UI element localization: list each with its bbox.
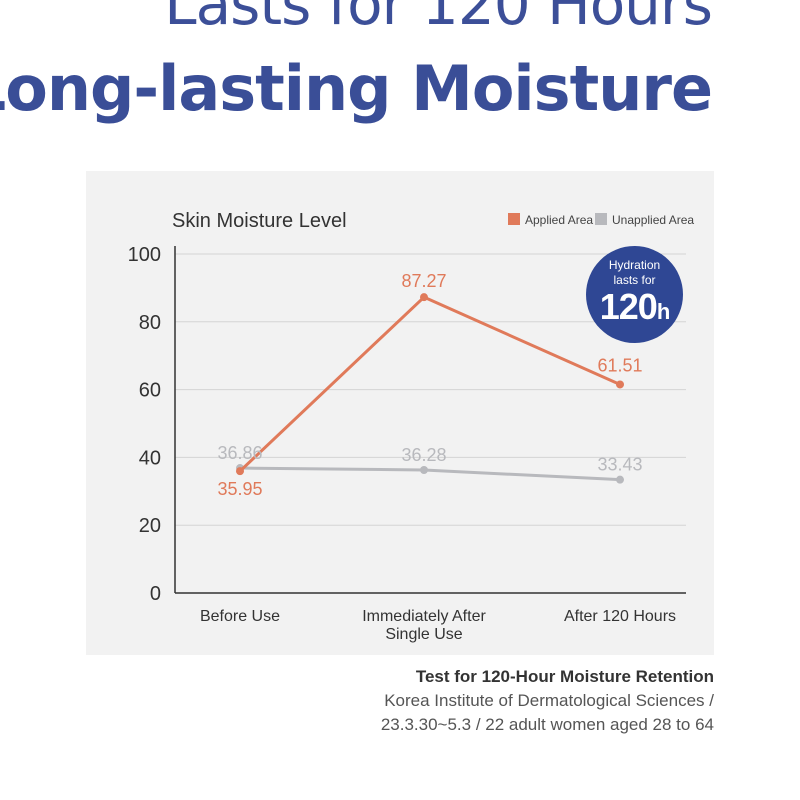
headline-main: Long-lasting Moisture bbox=[0, 52, 713, 125]
series bbox=[236, 293, 624, 484]
footnote-source: Korea Institute of Dermatological Scienc… bbox=[384, 691, 714, 710]
badge-line-1: Hydration bbox=[608, 258, 661, 272]
x-tick-label: Immediately After Single Use bbox=[362, 608, 486, 643]
footnote: Test for 120-Hour Moisture Retention Kor… bbox=[381, 665, 714, 737]
badge-number: 120 bbox=[599, 286, 658, 327]
data-point-unapplied bbox=[616, 475, 624, 484]
x-tick-label: After 120 Hours bbox=[564, 608, 676, 625]
data-label-unapplied: 36.86 bbox=[217, 443, 262, 463]
y-tick-label: 60 bbox=[139, 380, 161, 402]
x-tick-label-line: Single Use bbox=[385, 626, 462, 643]
legend: Applied Area Unapplied Area bbox=[508, 213, 694, 227]
data-point-applied bbox=[616, 380, 624, 389]
footnote-details: 23.3.30~5.3 / 22 adult women aged 28 to … bbox=[380, 715, 714, 734]
data-point-unapplied bbox=[420, 466, 428, 475]
hydration-badge: Hydration lasts for 120h bbox=[586, 246, 683, 343]
legend-swatch bbox=[595, 213, 607, 225]
y-tick-label: 20 bbox=[139, 515, 161, 537]
legend-swatch bbox=[508, 213, 520, 225]
x-tick-label-line: After 120 Hours bbox=[564, 608, 676, 625]
chart-title: Skin Moisture Level bbox=[172, 210, 347, 232]
badge-unit: h bbox=[656, 299, 670, 324]
y-tick-label: 100 bbox=[128, 244, 161, 266]
y-tick-label: 0 bbox=[150, 583, 161, 605]
data-label-unapplied: 33.43 bbox=[597, 455, 642, 475]
chart-panel: 0 20 40 60 80 100 Before Use Immediately After S… bbox=[86, 171, 714, 655]
data-label-unapplied: 36.28 bbox=[401, 445, 446, 465]
axes: 0 20 40 60 80 100 Before Use Immediately After S… bbox=[128, 244, 686, 643]
footnote-title: Test for 120-Hour Moisture Retention bbox=[415, 667, 714, 686]
y-tick-label: 80 bbox=[139, 312, 161, 334]
series-line-unapplied bbox=[239, 466, 621, 482]
legend-label: Applied Area bbox=[525, 213, 593, 227]
data-label-applied: 61.51 bbox=[597, 355, 642, 375]
headline-top: Lasts for 120 Hours bbox=[164, 0, 713, 38]
x-tick-label-line: Immediately After bbox=[362, 608, 486, 625]
badge-value: 120h bbox=[586, 288, 683, 331]
labels: Skin Moisture Level 36.86 36.28 33.43 35.95 8… bbox=[172, 210, 643, 499]
x-tick-label: Before Use bbox=[200, 608, 280, 625]
y-tick-label: 40 bbox=[139, 447, 161, 469]
badge-line-2: lasts for bbox=[613, 273, 656, 287]
x-tick-label-line: Before Use bbox=[200, 608, 280, 625]
data-point-applied bbox=[236, 467, 244, 476]
data-label-applied: 87.27 bbox=[401, 271, 446, 291]
data-point-applied bbox=[420, 293, 428, 302]
data-label-applied: 35.95 bbox=[217, 479, 262, 499]
legend-label: Unapplied Area bbox=[612, 213, 694, 227]
